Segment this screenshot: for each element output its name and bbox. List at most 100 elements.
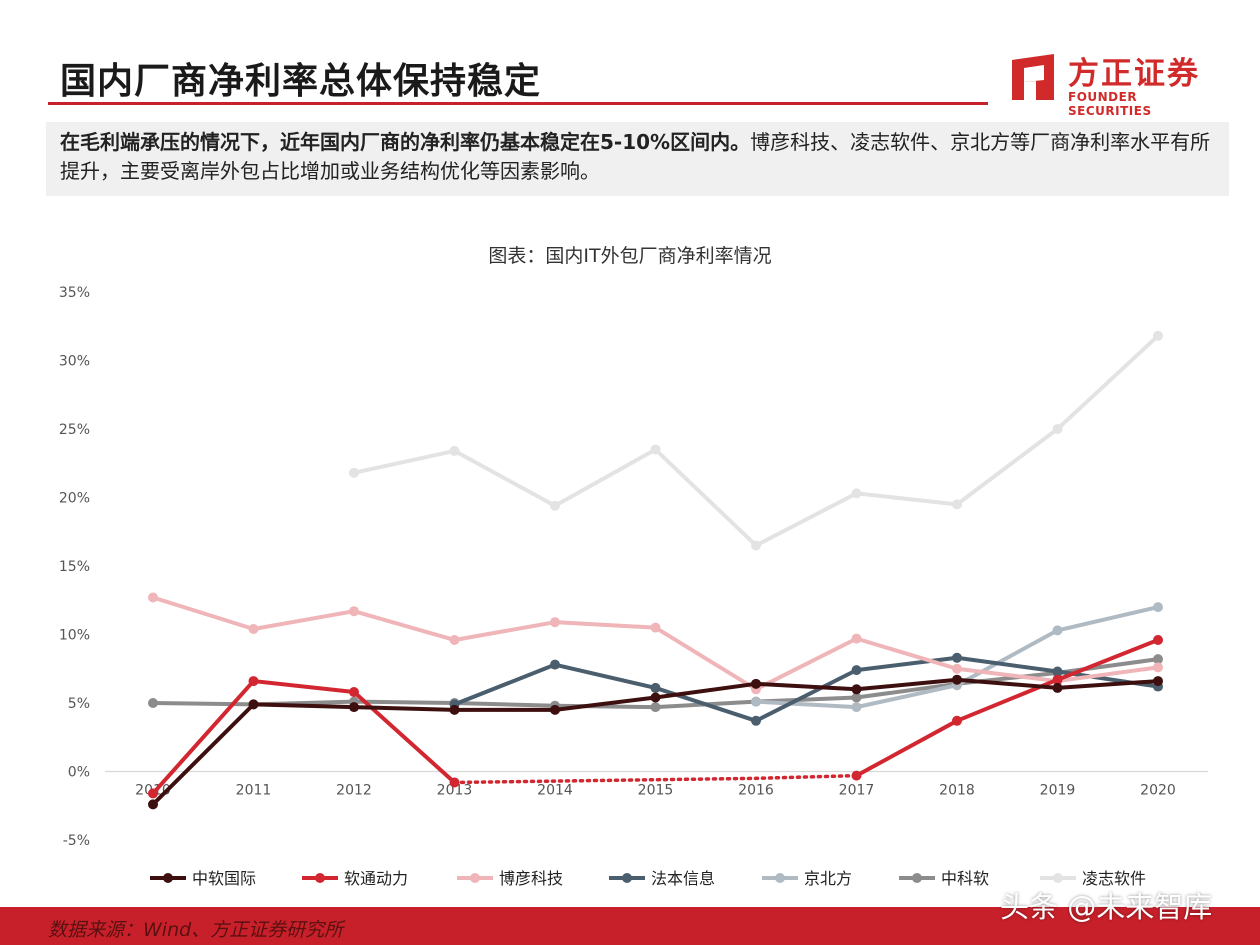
legend-label: 中科软 <box>941 869 989 888</box>
series-line-segment <box>452 620 557 642</box>
legend-label: 法本信息 <box>651 869 715 888</box>
series-line-segment <box>854 683 959 710</box>
series-line-segment <box>1055 333 1160 431</box>
legend-label: 博彦科技 <box>499 869 563 888</box>
data-point <box>751 540 761 551</box>
data-point <box>1052 674 1063 685</box>
data-point <box>449 445 460 456</box>
series-line-segment <box>251 702 356 710</box>
x-tick-label: 2015 <box>638 783 674 799</box>
series-line-segment <box>352 705 457 712</box>
title-divider <box>48 102 988 105</box>
data-point <box>550 617 560 628</box>
data-point <box>349 687 359 698</box>
legend-marker <box>912 873 922 883</box>
x-tick-label: 2017 <box>839 783 875 799</box>
series-line-segment <box>1055 657 1160 675</box>
data-point <box>952 499 962 510</box>
series-line-segment <box>1055 665 1160 684</box>
y-tick-label: 35% <box>59 285 90 301</box>
series-line-segment <box>1055 605 1160 633</box>
series-line-segment <box>653 681 758 700</box>
series-line-segment <box>1055 637 1160 682</box>
y-tick-label: 0% <box>68 765 90 781</box>
series-凌志软件 <box>349 330 1163 551</box>
data-point <box>650 682 661 693</box>
x-tick-label: 2011 <box>236 783 272 799</box>
series-line-segment <box>553 662 658 690</box>
logo-text-cn: 方正证券 <box>1068 56 1200 92</box>
series-line-segment <box>1055 679 1160 690</box>
founder-logo: 方正证券 FOUNDER SECURITIES <box>1006 48 1218 118</box>
x-tick-label: 2014 <box>537 783 573 799</box>
founder-logo-mark-icon <box>1012 54 1054 100</box>
data-point <box>248 624 259 635</box>
data-point <box>1153 330 1163 341</box>
series-line-segment <box>151 702 256 807</box>
x-tick-label: 2012 <box>336 783 372 799</box>
data-point <box>349 467 359 478</box>
series-line-segment <box>251 679 356 695</box>
y-tick-label: 10% <box>59 628 90 644</box>
summary-bold-text: 在毛利端承压的情况下，近年国内厂商的净利率仍基本稳定在5-10%区间内。 <box>60 130 751 154</box>
legend-marker <box>315 873 325 883</box>
data-point <box>1052 666 1063 677</box>
series-中软国际 <box>148 674 1163 810</box>
series-博彦科技 <box>148 592 1163 695</box>
series-line-segment <box>151 701 256 707</box>
series-line-segment <box>754 668 859 723</box>
data-point <box>148 788 158 799</box>
x-tick-label: 2019 <box>1040 783 1076 799</box>
legend-item: 京北方 <box>762 869 852 888</box>
data-point <box>751 715 761 726</box>
data-point <box>952 674 962 685</box>
series-line-segment <box>553 447 658 508</box>
data-point <box>650 702 661 713</box>
series-line-segment <box>955 655 1060 674</box>
series-line-segment <box>854 718 959 778</box>
series-line-segment <box>352 448 457 475</box>
y-tick-label: 15% <box>59 559 90 575</box>
legend-label: 中软国际 <box>192 869 256 888</box>
data-point <box>751 696 761 707</box>
data-point <box>349 606 359 617</box>
series-软通动力 <box>148 634 1163 799</box>
data-point <box>148 799 158 810</box>
legend-label: 京北方 <box>804 869 852 888</box>
data-point <box>1153 602 1163 613</box>
series-line-segment <box>352 609 457 642</box>
series-line-segment <box>452 662 557 707</box>
y-tick-label: 5% <box>68 696 90 712</box>
summary-box: 在毛利端承压的情况下，近年国内厂商的净利率仍基本稳定在5-10%区间内。博彦科技… <box>46 122 1229 196</box>
data-point <box>1153 634 1163 645</box>
series-line-segment <box>955 427 1060 507</box>
legend-item: 中科软 <box>899 869 989 888</box>
legend-marker <box>775 873 785 883</box>
series-line-segment <box>955 666 1060 684</box>
net-margin-line-chart: 图表：国内IT外包厂商净利率情况 35% 30% 25% 20% 15% 10% 5% 0% -… <box>59 245 1208 888</box>
watermark: 头条 @未来智库 <box>1000 890 1213 924</box>
y-tick-label: 30% <box>59 354 90 370</box>
chart-title: 图表：国内IT外包厂商净利率情况 <box>488 245 771 267</box>
series-line-segment <box>955 628 1060 688</box>
data-point <box>851 770 862 781</box>
series-line-segment <box>653 625 758 692</box>
legend-item: 法本信息 <box>609 869 715 888</box>
data-source-note: 数据来源：Wind、方正证券研究所 <box>48 919 344 941</box>
y-tick-label: -5% <box>63 833 90 849</box>
series-line-segment <box>151 595 256 632</box>
data-point <box>1153 676 1163 687</box>
series-京北方 <box>751 602 1163 713</box>
data-point <box>550 704 560 715</box>
series-line-segment <box>553 695 658 712</box>
legend-marker <box>1053 873 1063 883</box>
data-point <box>349 702 359 713</box>
logo-text-en: FOUNDER SECURITIES <box>1068 90 1152 118</box>
data-point <box>1153 662 1163 673</box>
series-line-segment <box>151 679 256 796</box>
data-point <box>550 500 560 511</box>
series-line-segment <box>653 447 758 548</box>
series-line-segment <box>854 681 959 700</box>
page-title: 国内厂商净利率总体保持稳定 <box>60 61 542 102</box>
series-line-segment <box>553 620 658 630</box>
